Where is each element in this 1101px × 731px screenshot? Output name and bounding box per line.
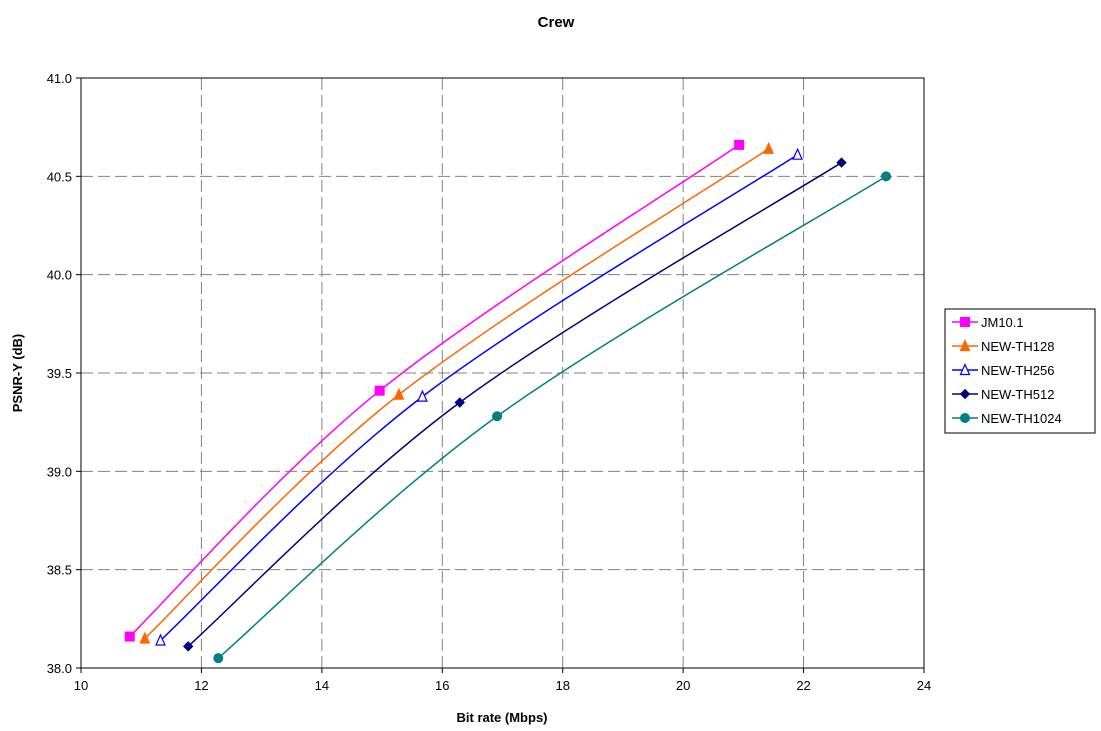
x-axis-label: Bit rate (Mbps) [457, 710, 548, 725]
y-axis: 38.0 38.5 39.0 39.5 40.0 40.5 41.0 [47, 71, 81, 676]
data-point [836, 157, 847, 168]
chart-title: Crew [538, 14, 575, 31]
data-point [881, 171, 892, 182]
data-point [213, 653, 224, 664]
data-point [124, 631, 135, 642]
x-tick-label: 16 [435, 678, 449, 693]
legend-item-jm10-1: JM10.1 [952, 315, 1024, 330]
series-new-th256 [155, 147, 803, 646]
legend: JM10.1 NEW-TH128 NEW-TH256 NEW-TH512 NEW-TH1… [944, 308, 1096, 434]
data-point [492, 411, 503, 422]
legend-label: NEW-TH128 [981, 339, 1054, 354]
x-tick-label: 12 [194, 678, 208, 693]
legend-label: NEW-TH256 [981, 363, 1054, 378]
y-tick-label: 38.5 [47, 563, 72, 578]
series-line [159, 154, 798, 642]
data-point [374, 385, 385, 396]
legend-marker [960, 317, 970, 327]
x-tick-label: 20 [676, 678, 690, 693]
data-point [763, 141, 775, 154]
series-new-th1024 [213, 171, 892, 664]
grid [81, 78, 924, 668]
legend-box [944, 308, 1096, 434]
x-tick-label: 22 [796, 678, 810, 693]
series-layer [124, 139, 892, 664]
legend-marker [960, 413, 970, 423]
data-point [155, 633, 166, 646]
y-tick-label: 39.5 [47, 366, 72, 381]
data-point [139, 631, 151, 644]
data-point [416, 389, 428, 402]
data-point [454, 397, 465, 408]
legend-marker [959, 363, 971, 376]
y-tick-label: 40.0 [47, 268, 72, 283]
legend-label: JM10.1 [981, 315, 1024, 330]
x-tick-label: 18 [555, 678, 569, 693]
legend-item-new-th1024: NEW-TH1024 [952, 411, 1062, 426]
legend-item-new-th512: NEW-TH512 [952, 387, 1054, 402]
y-tick-label: 40.5 [47, 169, 72, 184]
x-tick-label: 14 [315, 678, 329, 693]
data-point [734, 139, 745, 150]
series-line [144, 148, 770, 640]
legend-item-new-th256: NEW-TH256 [952, 363, 1054, 378]
y-tick-label: 38.0 [47, 661, 72, 676]
series-jm10-1 [124, 139, 745, 642]
data-point [792, 147, 803, 160]
legend-marker [959, 388, 971, 400]
series-new-th128 [139, 141, 775, 644]
data-point [393, 387, 405, 400]
legend-items: JM10.1 NEW-TH128 NEW-TH256 NEW-TH512 NEW-TH1… [952, 315, 1062, 426]
y-tick-label: 41.0 [47, 71, 72, 86]
x-tick-label: 24 [917, 678, 931, 693]
legend-label: NEW-TH512 [981, 387, 1054, 402]
series-new-th512 [182, 157, 847, 652]
y-axis-label: PSNR-Y (dB) [10, 334, 25, 412]
legend-marker [959, 339, 971, 352]
y-tick-label: 39.0 [47, 464, 72, 479]
x-axis: 10 12 14 16 18 20 22 24 [74, 668, 931, 693]
legend-item-new-th128: NEW-TH128 [952, 339, 1054, 354]
x-tick-label: 10 [74, 678, 88, 693]
legend-label: NEW-TH1024 [981, 411, 1062, 426]
data-point [182, 641, 194, 652]
